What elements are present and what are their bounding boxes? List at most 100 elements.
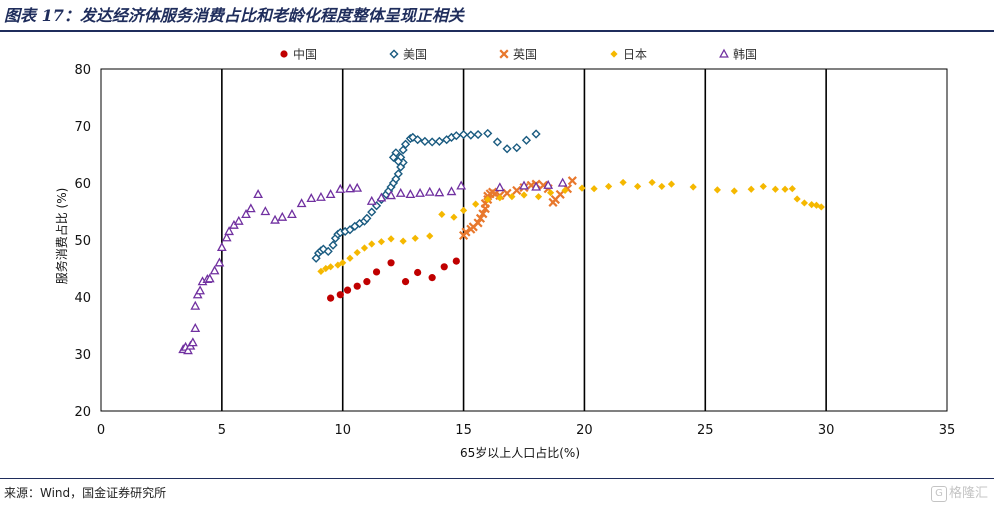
data-point: [345, 183, 355, 193]
x-tick-label: 15: [455, 423, 472, 438]
data-point: [415, 187, 425, 197]
data-point: [451, 131, 461, 141]
data-point: [216, 242, 227, 252]
data-point: [387, 235, 395, 243]
watermark: G 格隆汇: [930, 482, 988, 502]
data-point: [808, 201, 816, 209]
data-point: [260, 206, 271, 216]
legend-label: 日本: [623, 48, 647, 62]
data-point: [483, 128, 493, 138]
data-point: [327, 263, 335, 271]
data-point: [475, 213, 486, 223]
legend-marker: [719, 48, 729, 58]
data-point: [387, 259, 395, 267]
data-point: [323, 246, 333, 256]
data-point: [434, 136, 444, 146]
data-point: [658, 182, 666, 191]
data-point: [388, 152, 399, 162]
data-point: [521, 135, 532, 145]
data-point: [689, 183, 697, 191]
data-point: [546, 189, 555, 197]
data-point: [372, 268, 381, 276]
data-point: [648, 178, 656, 187]
data-point: [393, 156, 403, 166]
data-point: [277, 211, 288, 221]
series-1: [327, 257, 460, 302]
legend-label: 韩国: [733, 47, 757, 62]
data-point: [420, 136, 430, 146]
data-point: [233, 215, 244, 225]
data-point: [345, 225, 355, 235]
title-rule: [0, 30, 994, 32]
data-point: [543, 179, 554, 189]
data-point: [478, 209, 488, 219]
data-point: [253, 189, 264, 199]
data-point: [458, 129, 469, 140]
data-point: [325, 189, 336, 199]
data-point: [473, 129, 483, 140]
data-point: [408, 132, 418, 142]
data-point: [667, 180, 676, 188]
data-point: [287, 208, 297, 219]
y-tick-label: 50: [74, 234, 91, 249]
data-point: [183, 345, 193, 355]
data-point: [336, 291, 344, 299]
data-point: [204, 273, 215, 283]
data-point: [187, 337, 198, 347]
data-point: [366, 195, 377, 205]
data-point: [450, 213, 458, 221]
data-point: [190, 322, 201, 333]
data-point: [461, 227, 471, 237]
data-point: [508, 193, 516, 201]
data-point: [414, 268, 422, 277]
data-point: [578, 184, 586, 192]
data-point: [270, 214, 280, 224]
data-point: [555, 189, 565, 199]
data-point: [800, 199, 808, 207]
series-5: [178, 177, 568, 355]
data-point: [590, 185, 598, 193]
data-point: [353, 248, 361, 257]
data-point: [190, 300, 201, 310]
data-point: [316, 191, 326, 201]
watermark-text: 格隆汇: [948, 486, 988, 501]
data-point: [534, 193, 543, 201]
y-tick-label: 30: [74, 348, 91, 363]
y-tick-label: 40: [74, 291, 91, 306]
data-point: [730, 187, 738, 195]
footer-rule: [0, 478, 994, 479]
data-point: [360, 244, 369, 252]
data-point: [605, 182, 613, 191]
legend-label: 中国: [293, 47, 317, 62]
data-point: [519, 180, 529, 190]
data-point: [368, 240, 376, 248]
data-point: [781, 185, 789, 193]
data-point: [747, 185, 755, 193]
data-point: [339, 259, 347, 267]
data-point: [502, 144, 512, 154]
vertical-gridlines: [221, 69, 827, 411]
x-tick-label: 20: [576, 423, 593, 438]
x-tick-label: 35: [939, 423, 956, 438]
x-tick-label: 30: [818, 423, 835, 438]
data-point: [531, 181, 541, 191]
data-point: [567, 176, 577, 186]
data-point: [405, 189, 416, 199]
data-point: [428, 274, 436, 282]
data-point: [759, 182, 767, 191]
data-point: [496, 194, 504, 202]
data-point: [352, 182, 363, 192]
legend-label: 英国: [513, 48, 537, 62]
data-point: [492, 137, 503, 147]
x-tick-label: 0: [97, 423, 105, 438]
chart-legend: 中国 美国 英国 日本 韩国: [280, 47, 757, 62]
data-point: [377, 238, 385, 246]
data-point: [424, 186, 435, 196]
data-point: [327, 294, 335, 302]
y-tick-label: 20: [74, 405, 91, 420]
data-point: [512, 143, 522, 153]
data-point: [459, 206, 468, 214]
data-point: [817, 203, 825, 211]
data-point: [346, 254, 354, 262]
data-point: [245, 203, 256, 213]
